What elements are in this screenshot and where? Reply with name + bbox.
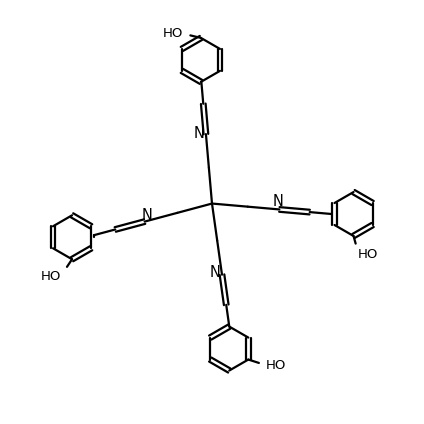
Text: HO: HO (41, 270, 61, 283)
Text: N: N (210, 265, 220, 280)
Text: N: N (141, 208, 152, 223)
Text: N: N (194, 126, 205, 141)
Text: HO: HO (163, 27, 183, 40)
Text: N: N (273, 194, 284, 209)
Text: HO: HO (358, 248, 378, 261)
Text: HO: HO (266, 360, 287, 372)
